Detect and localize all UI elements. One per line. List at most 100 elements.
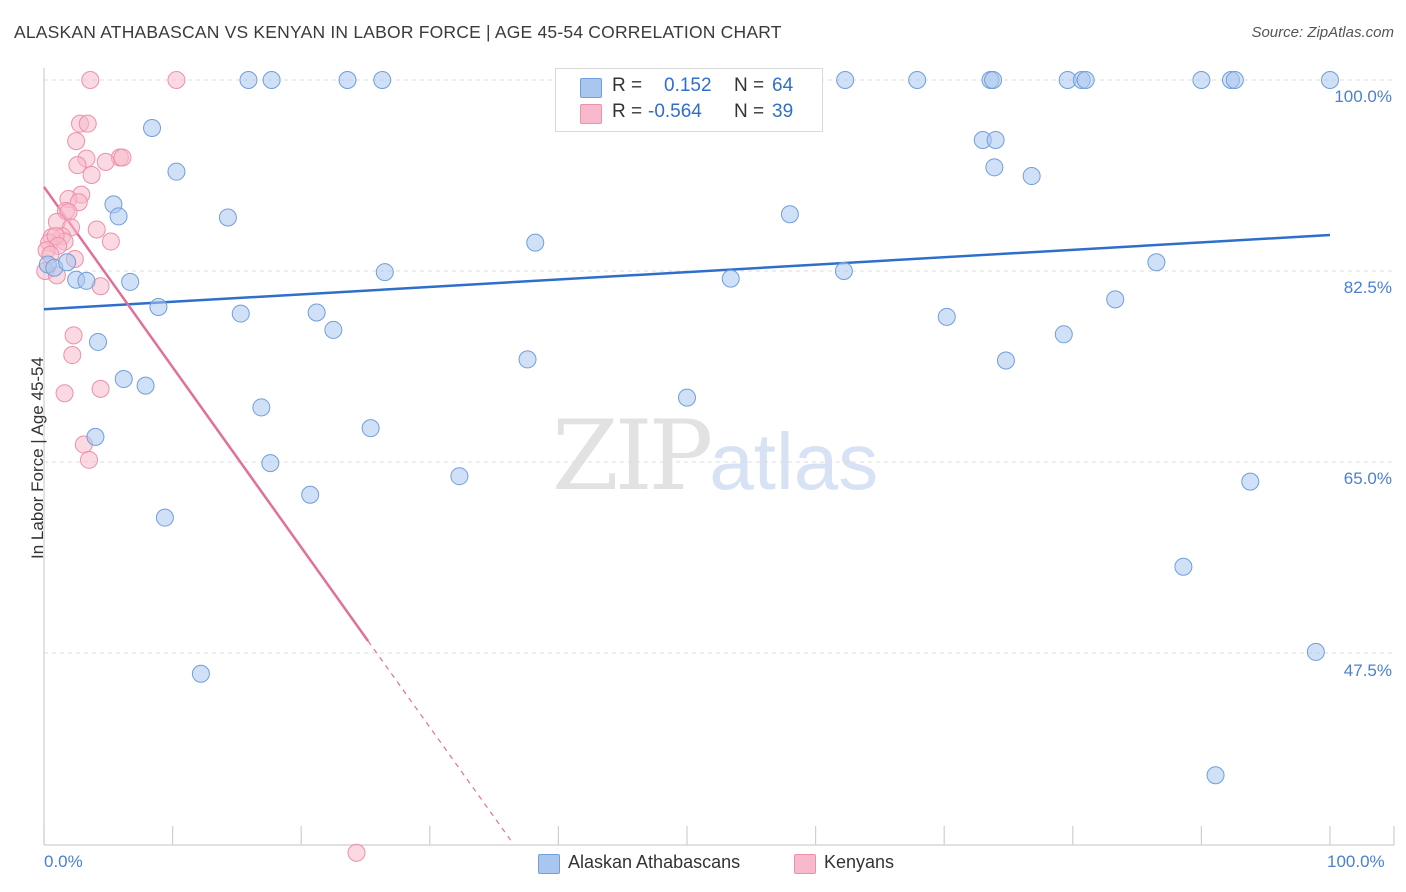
athabascan-point bbox=[149, 298, 168, 317]
athabascan-point bbox=[239, 71, 258, 89]
kenyan-point bbox=[63, 346, 82, 365]
athabascan-point bbox=[1192, 71, 1211, 89]
athabascan-point bbox=[1321, 71, 1339, 89]
legend-label: Alaskan Athabascans bbox=[568, 852, 741, 872]
athabascan-point bbox=[114, 370, 133, 389]
athabascan-point bbox=[301, 485, 320, 504]
points-layer bbox=[36, 71, 1339, 862]
kenyan-point bbox=[55, 384, 74, 403]
blue-swatch bbox=[580, 78, 602, 98]
athabascan-point bbox=[526, 233, 545, 252]
athabascan-point bbox=[1306, 642, 1325, 661]
watermark: ZIPatlas bbox=[552, 400, 878, 512]
kenyan-trend-extension bbox=[367, 640, 514, 845]
n-value: 64 bbox=[772, 75, 794, 96]
pink-swatch bbox=[580, 104, 602, 124]
athabascan-point bbox=[218, 208, 237, 227]
athabascan-point bbox=[324, 320, 343, 339]
athabascan-point bbox=[518, 350, 537, 369]
axis-layer bbox=[43, 68, 1395, 846]
athabascan-point bbox=[167, 162, 186, 181]
athabascan-point bbox=[1106, 290, 1125, 309]
athabascan-point bbox=[986, 131, 1005, 150]
kenyan-point bbox=[68, 156, 87, 175]
athabascan-point bbox=[191, 664, 210, 683]
athabascan-point bbox=[375, 263, 394, 282]
athabascan-point bbox=[996, 351, 1015, 370]
athabascan-point bbox=[77, 271, 96, 290]
athabascan-point bbox=[678, 388, 696, 407]
kenyan-point bbox=[64, 326, 83, 345]
y-axis-label: In Labor Force | Age 45-54 bbox=[28, 357, 47, 559]
athabascan-point bbox=[89, 332, 108, 351]
watermark-zip: ZIP bbox=[552, 400, 713, 512]
kenyan-point bbox=[101, 232, 120, 251]
athabascan-point bbox=[834, 262, 853, 280]
athabascan-point bbox=[361, 419, 380, 438]
athabascan-point bbox=[136, 376, 155, 395]
kenyan-trend-line bbox=[42, 186, 370, 642]
athabascan-point bbox=[109, 207, 128, 226]
watermark-atlas: atlas bbox=[709, 417, 879, 506]
kenyan-point bbox=[91, 379, 110, 398]
source-label: Source: ZipAtlas.com bbox=[1251, 24, 1394, 41]
athabascan-point bbox=[1076, 71, 1095, 89]
kenyan-point bbox=[113, 148, 132, 167]
athabascan-point bbox=[86, 427, 105, 446]
athabascan-point bbox=[937, 307, 956, 326]
kenyan-point bbox=[96, 152, 115, 171]
athabascan-trend-line bbox=[43, 233, 1331, 311]
x-tick-label-min: 0.0% bbox=[44, 852, 83, 871]
y-tick-label-65: 65.0% bbox=[1343, 469, 1392, 488]
athabascan-point bbox=[721, 269, 740, 288]
athabascan-point bbox=[985, 158, 1004, 177]
athabascan-point bbox=[984, 71, 1003, 89]
kenyan-point bbox=[87, 220, 106, 239]
y-tick-label-47-5: 47.5% bbox=[1343, 661, 1392, 680]
athabascan-point bbox=[780, 205, 799, 224]
kenyan-point bbox=[67, 132, 86, 151]
athabascan-point bbox=[143, 119, 162, 138]
r-value: -0.564 bbox=[648, 101, 702, 122]
athabascan-point bbox=[1241, 472, 1260, 491]
kenyan-point bbox=[78, 114, 97, 133]
kenyan-point bbox=[167, 71, 186, 89]
athabascan-point bbox=[155, 508, 174, 527]
kenyan-point bbox=[81, 71, 100, 89]
athabascan-point bbox=[121, 272, 140, 291]
athabascan-point bbox=[58, 253, 77, 272]
stats-box: R = 0.152 N = 64 R = -0.564 N = 39 bbox=[555, 68, 823, 132]
legend-swatch-blue bbox=[538, 854, 560, 874]
athabascan-point bbox=[1022, 167, 1041, 186]
x-tick-label-max: 100.0% bbox=[1327, 852, 1385, 871]
n-label: N = bbox=[734, 75, 765, 96]
legend-label: Kenyans bbox=[824, 852, 895, 872]
athabascan-point bbox=[908, 71, 927, 89]
athabascan-point bbox=[231, 304, 250, 323]
athabascan-point bbox=[338, 71, 357, 89]
athabascan-point bbox=[1174, 557, 1193, 576]
athabascan-point bbox=[450, 467, 469, 486]
athabascan-point bbox=[261, 454, 280, 473]
athabascan-point bbox=[836, 71, 855, 89]
athabascan-point bbox=[252, 398, 271, 417]
kenyan-point bbox=[347, 843, 366, 862]
athabascan-point bbox=[1147, 253, 1166, 272]
chart-title: ALASKAN ATHABASCAN VS KENYAN IN LABOR FO… bbox=[14, 22, 782, 42]
athabascan-point bbox=[1206, 766, 1225, 785]
kenyan-point bbox=[80, 450, 99, 469]
athabascan-point bbox=[373, 71, 392, 89]
r-value: 0.152 bbox=[664, 75, 712, 96]
kenyan-point bbox=[82, 165, 101, 184]
athabascan-point bbox=[262, 71, 281, 89]
y-tick-label-100: 100.0% bbox=[1334, 87, 1392, 106]
legend-swatch-pink bbox=[794, 854, 816, 874]
athabascan-point bbox=[307, 303, 326, 322]
n-label: N = bbox=[734, 101, 765, 122]
r-label: R = bbox=[612, 101, 643, 122]
athabascan-point bbox=[1054, 325, 1073, 344]
athabascan-point bbox=[1225, 71, 1244, 89]
r-label: R = bbox=[612, 75, 643, 96]
trend-layer bbox=[42, 186, 1331, 845]
